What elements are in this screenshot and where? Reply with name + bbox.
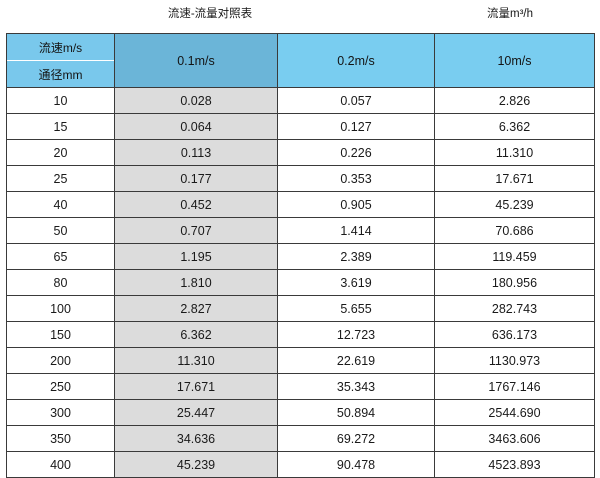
cell-diameter: 200: [6, 347, 115, 374]
table-row: 20 0.113 0.226 11.310: [6, 139, 595, 166]
cell-flow-0: 0.452: [114, 191, 278, 218]
cell-flow-1: 50.894: [277, 399, 435, 426]
cell-diameter: 350: [6, 425, 115, 452]
cell-flow-2: 11.310: [434, 139, 595, 166]
table-row: 40 0.452 0.905 45.239: [6, 191, 595, 218]
table-row: 150 6.362 12.723 636.173: [6, 321, 595, 348]
cell-diameter: 150: [6, 321, 115, 348]
column-header-1: 0.2m/s: [277, 33, 435, 88]
cell-flow-0: 0.028: [114, 87, 278, 114]
table-row: 65 1.195 2.389 119.459: [6, 243, 595, 270]
cell-diameter: 100: [6, 295, 115, 322]
cell-diameter: 25: [6, 165, 115, 192]
cell-flow-0: 0.177: [114, 165, 278, 192]
cell-flow-2: 3463.606: [434, 425, 595, 452]
cell-flow-2: 282.743: [434, 295, 595, 322]
header-corner-velocity-label: 流速m/s: [7, 34, 114, 61]
cell-flow-2: 1130.973: [434, 347, 595, 374]
table-row: 250 17.671 35.343 1767.146: [6, 373, 595, 400]
table-row: 15 0.064 0.127 6.362: [6, 113, 595, 140]
table-row: 350 34.636 69.272 3463.606: [6, 425, 595, 452]
cell-flow-0: 0.113: [114, 139, 278, 166]
cell-flow-0: 25.447: [114, 399, 278, 426]
cell-flow-1: 90.478: [277, 451, 435, 478]
cell-diameter: 20: [6, 139, 115, 166]
cell-flow-2: 119.459: [434, 243, 595, 270]
cell-flow-2: 17.671: [434, 165, 595, 192]
table-row: 25 0.177 0.353 17.671: [6, 165, 595, 192]
cell-diameter: 50: [6, 217, 115, 244]
cell-flow-0: 0.064: [114, 113, 278, 140]
cell-flow-1: 3.619: [277, 269, 435, 296]
unit-title: 流量m³/h: [487, 8, 533, 20]
cell-flow-1: 5.655: [277, 295, 435, 322]
cell-flow-1: 0.127: [277, 113, 435, 140]
cell-diameter: 400: [6, 451, 115, 478]
table-row: 10 0.028 0.057 2.826: [6, 87, 595, 114]
cell-flow-2: 2.826: [434, 87, 595, 114]
table-header-row: 流速m/s 通径mm 0.1m/s 0.2m/s 10m/s: [6, 33, 595, 88]
cell-flow-1: 12.723: [277, 321, 435, 348]
cell-flow-2: 45.239: [434, 191, 595, 218]
flow-velocity-table: 流速m/s 通径mm 0.1m/s 0.2m/s 10m/s 10 0.028 0.…: [6, 33, 595, 478]
cell-flow-2: 2544.690: [434, 399, 595, 426]
cell-flow-1: 69.272: [277, 425, 435, 452]
column-header-2: 10m/s: [434, 33, 595, 88]
cell-flow-2: 6.362: [434, 113, 595, 140]
table-row: 50 0.707 1.414 70.686: [6, 217, 595, 244]
header-corner-cell: 流速m/s 通径mm: [6, 33, 115, 88]
cell-flow-0: 17.671: [114, 373, 278, 400]
table-row: 200 11.310 22.619 1130.973: [6, 347, 595, 374]
cell-flow-2: 4523.893: [434, 451, 595, 478]
cell-flow-1: 0.057: [277, 87, 435, 114]
cell-flow-0: 34.636: [114, 425, 278, 452]
cell-flow-1: 0.226: [277, 139, 435, 166]
table-row: 80 1.810 3.619 180.956: [6, 269, 595, 296]
page-title: 流速-流量对照表: [167, 8, 253, 20]
cell-flow-0: 1.810: [114, 269, 278, 296]
flow-velocity-table-wrapper: 流速m/s 通径mm 0.1m/s 0.2m/s 10m/s 10 0.028 0.…: [6, 33, 595, 478]
table-row: 300 25.447 50.894 2544.690: [6, 399, 595, 426]
cell-flow-2: 636.173: [434, 321, 595, 348]
cell-flow-1: 2.389: [277, 243, 435, 270]
cell-flow-0: 0.707: [114, 217, 278, 244]
header-corner-diameter-label: 通径mm: [38, 67, 83, 82]
cell-diameter: 250: [6, 373, 115, 400]
cell-flow-0: 11.310: [114, 347, 278, 374]
cell-flow-2: 180.956: [434, 269, 595, 296]
cell-flow-1: 1.414: [277, 217, 435, 244]
cell-flow-2: 1767.146: [434, 373, 595, 400]
cell-diameter: 40: [6, 191, 115, 218]
table-row: 100 2.827 5.655 282.743: [6, 295, 595, 322]
column-header-0: 0.1m/s: [114, 33, 278, 88]
cell-flow-1: 0.353: [277, 165, 435, 192]
cell-flow-1: 22.619: [277, 347, 435, 374]
table-row: 400 45.239 90.478 4523.893: [6, 451, 595, 478]
cell-flow-0: 45.239: [114, 451, 278, 478]
cell-diameter: 15: [6, 113, 115, 140]
cell-flow-0: 6.362: [114, 321, 278, 348]
cell-diameter: 10: [6, 87, 115, 114]
cell-flow-2: 70.686: [434, 217, 595, 244]
cell-diameter: 80: [6, 269, 115, 296]
cell-diameter: 300: [6, 399, 115, 426]
cell-flow-0: 2.827: [114, 295, 278, 322]
cell-flow-1: 35.343: [277, 373, 435, 400]
cell-diameter: 65: [6, 243, 115, 270]
cell-flow-0: 1.195: [114, 243, 278, 270]
caption-band: 流速-流量对照表 流量m³/h: [0, 0, 600, 34]
cell-flow-1: 0.905: [277, 191, 435, 218]
